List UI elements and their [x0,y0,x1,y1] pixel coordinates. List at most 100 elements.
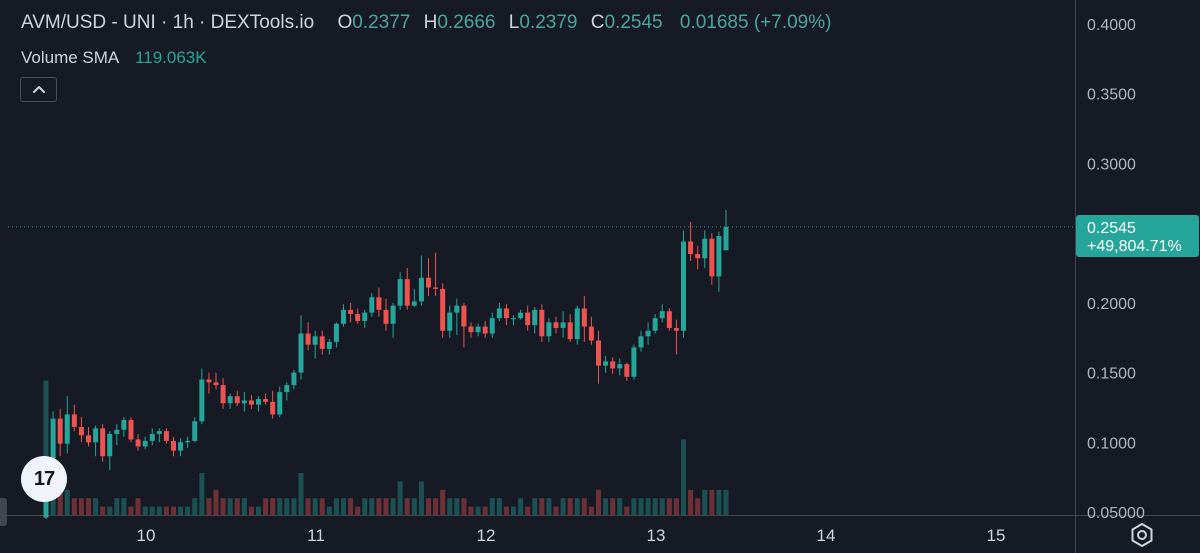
left-panel-handle[interactable] [0,498,7,526]
volume-bar [156,506,162,515]
volume-bar [511,506,516,515]
volume-bar [560,498,566,515]
candle [454,298,460,335]
candle-body [149,433,155,441]
volume-bar [234,498,240,515]
time-tick-label: 10 [137,526,156,545]
candle-body [213,382,219,386]
candle [213,372,219,390]
candle [241,392,247,412]
candle [426,258,431,296]
candle [518,309,524,320]
volume-bar [270,498,276,515]
candle [142,436,148,450]
candle-body [341,309,346,324]
price-badge-box [1076,215,1199,257]
volume-bar [348,498,354,515]
candle-body [277,392,283,415]
volume-bar [206,498,212,515]
symbol-title[interactable]: AVM/USD - UNI · 1h · DEXTools.io [21,12,315,33]
candle-body [433,287,439,289]
candle-body [645,330,651,337]
candle-body [298,333,304,373]
candle [645,322,651,345]
candle-body [121,419,127,430]
price-axis[interactable]: 0.40000.35000.30000.25000.20000.15000.10… [1087,17,1145,522]
volume-bar [688,489,694,515]
volume-bar [178,506,184,515]
candle [652,314,658,334]
candle-body [369,297,375,313]
candle [326,339,332,355]
candle-body [546,322,552,337]
candle-body [192,421,198,441]
candle [93,425,99,457]
tradingview-logo-icon[interactable]: 17 [21,456,67,502]
candle [489,312,495,338]
volume-bar [624,506,630,515]
candle [270,390,276,419]
volume-bar [567,498,573,515]
volume-bar [171,506,176,515]
candle-body [539,309,545,337]
close-label: C [590,12,605,33]
candle [376,287,382,317]
low-value: 0.2379 [519,12,578,33]
volume-bar [213,489,219,515]
candle-body [57,418,63,444]
candle [659,304,665,323]
candle-body [163,431,169,441]
volume-bar [376,498,382,515]
candle-body [567,322,573,340]
candle-body [702,238,708,259]
candle [596,330,601,384]
volume-bar [418,481,424,515]
candle [546,318,552,342]
candle-body [553,322,559,328]
candle [404,268,410,310]
candle [681,230,686,338]
volume-bar [121,498,127,515]
open-label: O [337,12,353,33]
candle [178,438,184,457]
volume-bar [433,498,439,515]
volume-bar [447,498,453,515]
volume-bar [673,498,679,515]
candle-body [248,400,254,405]
volume-bar [411,498,417,515]
volume-bar [227,498,233,515]
candle-body [305,333,311,345]
time-axis[interactable]: 10 11 12 13 14 15 [137,526,1006,545]
candle [567,314,573,342]
volume-bar [475,506,481,515]
volume-bar [86,498,91,515]
candle-body [610,361,616,369]
candle-body [86,435,91,443]
candle-body [461,305,467,327]
candle [291,369,297,390]
volume-bar [581,498,587,515]
volume-sma-label[interactable]: Volume SMA [21,48,119,67]
volume-bar [78,498,84,515]
candle-body [518,312,524,319]
volume-bar [291,498,297,515]
candle [709,233,715,285]
candle [333,322,339,348]
candle-body [681,241,686,331]
candle-body [688,241,694,255]
candle-body [312,336,318,345]
collapse-legend-button[interactable] [20,77,57,102]
volume-bar [284,498,290,515]
settings-hexagon-icon[interactable] [1128,521,1156,549]
candle [716,231,722,292]
volume-bar [426,498,431,515]
candle [532,307,538,334]
volume-bar [220,498,226,515]
candle [574,305,580,345]
candle-body [468,326,474,333]
volume-bar [185,506,191,515]
chevron-up-icon [32,86,45,93]
volume-bar [702,489,708,515]
candle [511,315,516,326]
